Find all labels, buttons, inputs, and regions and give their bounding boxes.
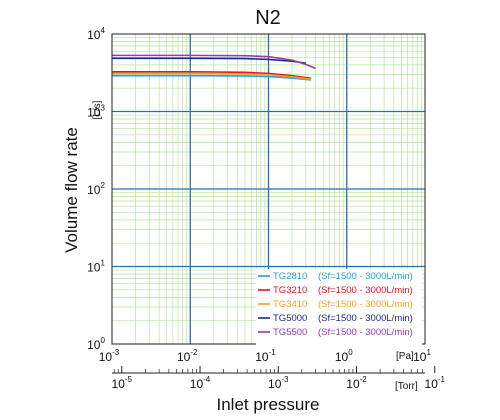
- legend-label: TG5500: [273, 327, 307, 338]
- legend-label: TG2810: [273, 271, 307, 282]
- y-axis-unit: [L/s]: [92, 100, 103, 119]
- series-line-tg5000: [112, 57, 306, 64]
- x-tick-label-torr: 10-4: [190, 375, 211, 391]
- legend-label: TG3410: [273, 299, 307, 310]
- torr-axis-ticks: 10-5 10-4 10-3 10-2 10-1: [112, 366, 446, 391]
- x-tick-label-torr: 10-5: [112, 375, 133, 391]
- x-axis-unit-pa: [Pa]: [396, 351, 414, 362]
- y-tick-label: 102: [87, 181, 105, 197]
- legend-range: (Sf=1500 - 3000L/min): [318, 271, 413, 282]
- legend-range: (Sf=1500 - 3000L/min): [318, 327, 413, 338]
- x-tick-label-pa: 101: [413, 348, 431, 364]
- x-tick-label-torr: 10-2: [346, 375, 367, 391]
- tick-labels: 100 101 102 103 104 10-3 10-2 10-1 100 101: [87, 26, 431, 364]
- legend-label: TG3210: [273, 285, 307, 296]
- series-lines: [112, 54, 316, 81]
- series-line-tg2810: [112, 74, 312, 81]
- x-tick-label-pa: 10-1: [255, 348, 276, 364]
- x-axis-label: Inlet pressure: [217, 395, 320, 414]
- legend-background: [256, 269, 422, 345]
- series-line-tg3410: [112, 72, 312, 81]
- x-tick-label-pa: 10-2: [177, 348, 198, 364]
- x-axis-unit-torr: [Torr]: [395, 381, 418, 392]
- y-tick-label: 100: [87, 336, 105, 352]
- series-line-tg5500: [112, 54, 316, 70]
- legend-range: (Sf=1500 - 3000L/min): [318, 313, 413, 324]
- legend-range: (Sf=1500 - 3000L/min): [318, 299, 413, 310]
- series-line-tg3210: [112, 71, 312, 80]
- x-tick-label-torr: 10-3: [268, 375, 289, 391]
- y-tick-label: 101: [87, 259, 105, 275]
- x-tick-label-torr: 10-1: [425, 375, 446, 391]
- y-tick-label: 104: [87, 26, 105, 42]
- y-tick-label: 103: [87, 104, 105, 120]
- chart-title: N2: [255, 7, 281, 29]
- legend: TG2810 (Sf=1500 - 3000L/min) TG3210 (Sf=150…: [256, 269, 422, 345]
- legend-label: TG5000: [273, 313, 307, 324]
- x-tick-label-pa: 10-3: [99, 348, 120, 364]
- y-axis-label: Volume flow rate: [62, 127, 81, 253]
- x-tick-label-pa: 100: [335, 348, 353, 364]
- legend-range: (Sf=1500 - 3000L/min): [318, 285, 413, 296]
